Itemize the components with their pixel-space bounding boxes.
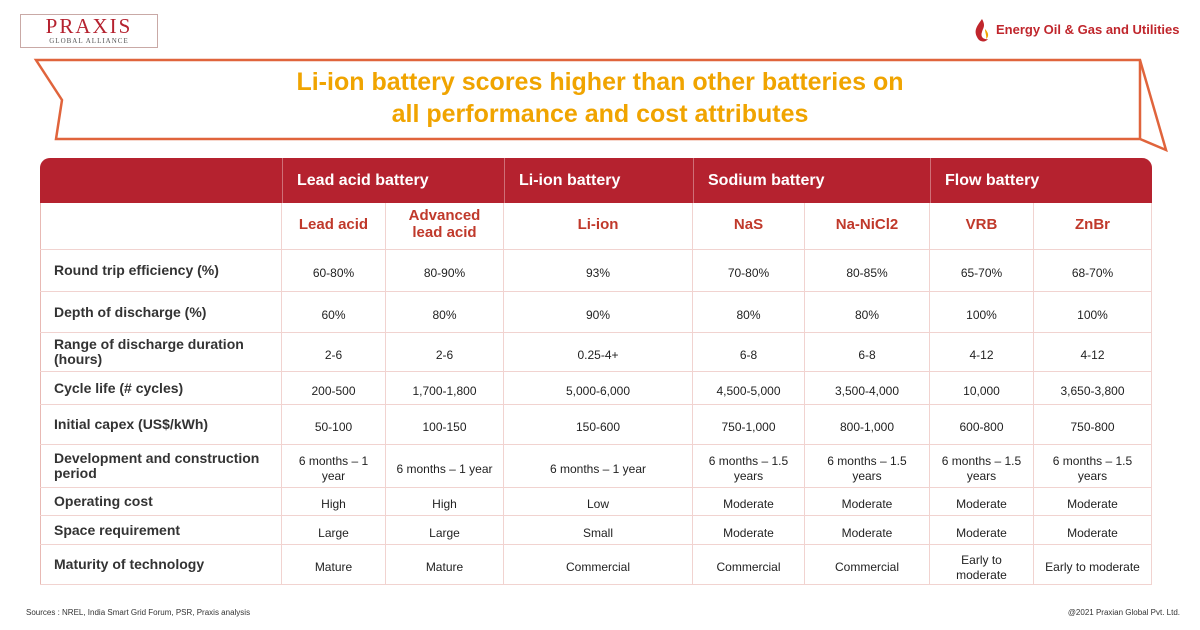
column-header: Advanced lead acid	[386, 203, 504, 250]
table-cell: 100%	[1034, 292, 1152, 333]
table-cell: Large	[282, 516, 386, 545]
corner-cell	[40, 203, 282, 250]
table-cell: 80%	[805, 292, 930, 333]
partner-name: Energy Oil & Gas and Utilities	[996, 22, 1180, 37]
table-cell: 60%	[282, 292, 386, 333]
table-cell: 4,500-5,000	[693, 372, 805, 405]
column-header: ZnBr	[1034, 203, 1152, 250]
copyright: @2021 Praxian Global Pvt. Ltd.	[1067, 608, 1180, 617]
brand-tagline: GLOBAL ALLIANCE	[49, 37, 129, 45]
table-cell: Moderate	[805, 516, 930, 545]
row-label: Development and construction period	[40, 445, 282, 488]
row-label: Initial capex (US$/kWh)	[40, 405, 282, 445]
table-cell: 65-70%	[930, 250, 1034, 292]
table-cell: Moderate	[805, 488, 930, 516]
table-cell: 6 months – 1 year	[282, 445, 386, 488]
table-cell: 6 months – 1 year	[386, 445, 504, 488]
column-header: VRB	[930, 203, 1034, 250]
row-label: Space requirement	[40, 516, 282, 545]
table-cell: 3,650-3,800	[1034, 372, 1152, 405]
column-header: Lead acid	[282, 203, 386, 250]
row-label: Operating cost	[40, 488, 282, 516]
table-cell: Moderate	[1034, 516, 1152, 545]
table-cell: 4-12	[1034, 333, 1152, 372]
table-cell: 150-600	[504, 405, 693, 445]
table-cell: Moderate	[930, 516, 1034, 545]
table-cell: Early to moderate	[1034, 545, 1152, 585]
table-cell: 100%	[930, 292, 1034, 333]
table-cell: Large	[386, 516, 504, 545]
table-cell: 6 months – 1 year	[504, 445, 693, 488]
row-label: Range of discharge duration (hours)	[40, 333, 282, 372]
title-line: Li-ion battery scores higher than other …	[296, 68, 904, 96]
table-cell: 6 months – 1.5 years	[693, 445, 805, 488]
brand-logo: PRAXIS GLOBAL ALLIANCE	[20, 14, 158, 48]
table-cell: 93%	[504, 250, 693, 292]
table-cell: Early to moderate	[930, 545, 1034, 585]
table-cell: 0.25-4+	[504, 333, 693, 372]
table-cell: 5,000-6,000	[504, 372, 693, 405]
table-cell: 80-85%	[805, 250, 930, 292]
table-cell: Small	[504, 516, 693, 545]
table-cell: High	[386, 488, 504, 516]
table-cell: Moderate	[693, 488, 805, 516]
row-label: Cycle life (# cycles)	[40, 372, 282, 405]
table-cell: 70-80%	[693, 250, 805, 292]
group-header: Lead acid battery	[282, 158, 504, 203]
table-cell: Mature	[282, 545, 386, 585]
sources: Sources : NREL, India Smart Grid Forum, …	[26, 608, 251, 617]
flame-icon	[975, 19, 989, 42]
table-cell: Moderate	[930, 488, 1034, 516]
column-header: Li-ion	[504, 203, 693, 250]
table-cell: Moderate	[1034, 488, 1152, 516]
table-cell: 6-8	[805, 333, 930, 372]
table-cell: 800-1,000	[805, 405, 930, 445]
table-cell: 6-8	[693, 333, 805, 372]
row-label: Maturity of technology	[40, 545, 282, 585]
table-cell: Commercial	[504, 545, 693, 585]
table-cell: 6 months – 1.5 years	[1034, 445, 1152, 488]
table-cell: 60-80%	[282, 250, 386, 292]
row-label: Round trip efficiency (%)	[40, 250, 282, 292]
table-cell: 3,500-4,000	[805, 372, 930, 405]
table-cell: 2-6	[386, 333, 504, 372]
table-cell: 200-500	[282, 372, 386, 405]
table-cell: Moderate	[693, 516, 805, 545]
table-cell: 750-1,000	[693, 405, 805, 445]
column-header: NaS	[693, 203, 805, 250]
group-header: Li-ion battery	[504, 158, 693, 203]
group-header: Flow battery	[930, 158, 1152, 203]
column-header: Na-NiCl2	[805, 203, 930, 250]
row-label: Depth of discharge (%)	[40, 292, 282, 333]
table-cell: 750-800	[1034, 405, 1152, 445]
table-cell: 68-70%	[1034, 250, 1152, 292]
table-cell: 10,000	[930, 372, 1034, 405]
table-cell: 6 months – 1.5 years	[930, 445, 1034, 488]
table-cell: 2-6	[282, 333, 386, 372]
table-cell: 50-100	[282, 405, 386, 445]
table-cell: High	[282, 488, 386, 516]
table-cell: 4-12	[930, 333, 1034, 372]
table-cell: 6 months – 1.5 years	[805, 445, 930, 488]
table-cell: Mature	[386, 545, 504, 585]
table-cell: 600-800	[930, 405, 1034, 445]
header-band	[40, 158, 1152, 203]
table-cell: 90%	[504, 292, 693, 333]
table-cell: Commercial	[693, 545, 805, 585]
table-cell: 80%	[693, 292, 805, 333]
table-cell: 1,700-1,800	[386, 372, 504, 405]
group-header: Sodium battery	[693, 158, 930, 203]
table-cell: Low	[504, 488, 693, 516]
table-cell: 80-90%	[386, 250, 504, 292]
table-cell: 80%	[386, 292, 504, 333]
title-ribbon	[33, 58, 1168, 153]
table-cell: Commercial	[805, 545, 930, 585]
table-cell: 100-150	[386, 405, 504, 445]
title-line: all performance and cost attributes	[391, 100, 809, 128]
brand-name: PRAXIS	[45, 14, 133, 38]
